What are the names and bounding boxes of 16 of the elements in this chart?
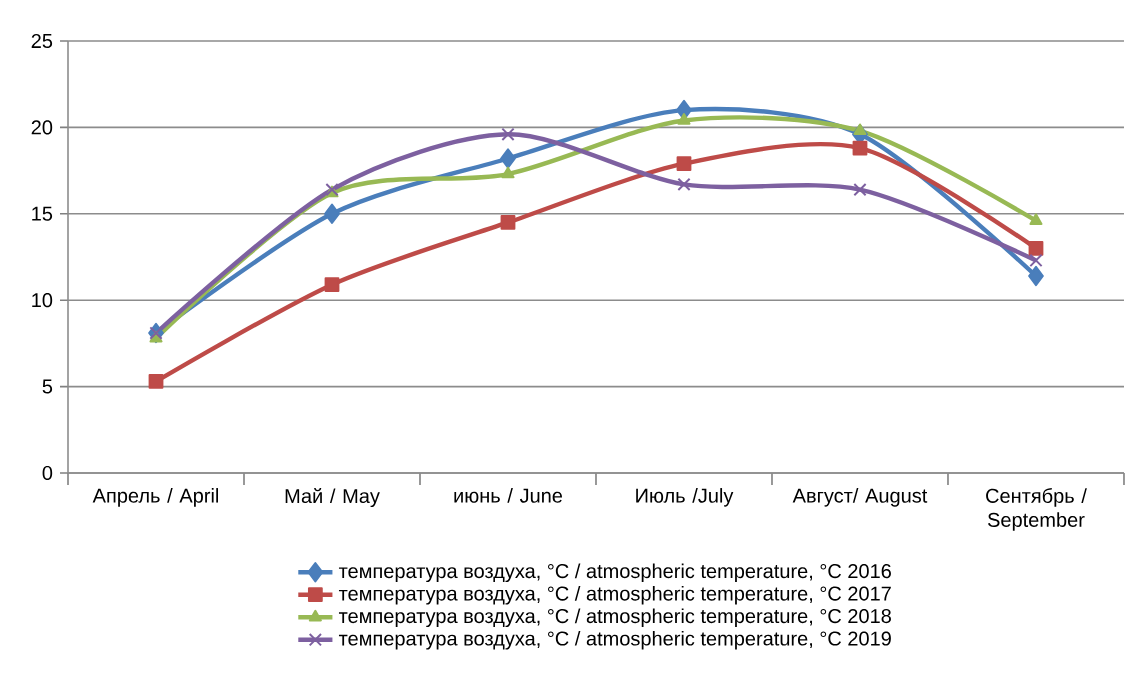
y-tick-label: 0 <box>42 465 53 481</box>
y-tick-label: 20 <box>31 120 53 135</box>
y-tick-label: 25 <box>31 33 53 49</box>
legend-label: температура воздуха, °C / atmospheric temperature, °C 2018 <box>338 608 891 628</box>
x-tick-label: Август/ August <box>792 488 928 507</box>
y-tick-label: 15 <box>32 206 53 221</box>
x-tick-label: Сентябрь / September <box>986 488 1087 531</box>
legend-label: температура воздуха, °C / atmospheric temperature, °C 2017 <box>338 585 891 605</box>
x-tick-label: Апрель / April <box>92 488 219 507</box>
x-tick-label: Июль /July <box>636 488 734 507</box>
x-tick-label: июнь / June <box>454 488 563 503</box>
legend-label: температура воздуха, °C / atmospheric temperature, °C 2016 <box>338 563 891 583</box>
legend-label: температура воздуха, °C / atmospheric temperature, °C 2019 <box>338 630 891 650</box>
y-tick-label: 10 <box>32 293 53 308</box>
y-tick-label: 5 <box>42 379 53 394</box>
x-tick-label: Май / May <box>285 488 380 508</box>
